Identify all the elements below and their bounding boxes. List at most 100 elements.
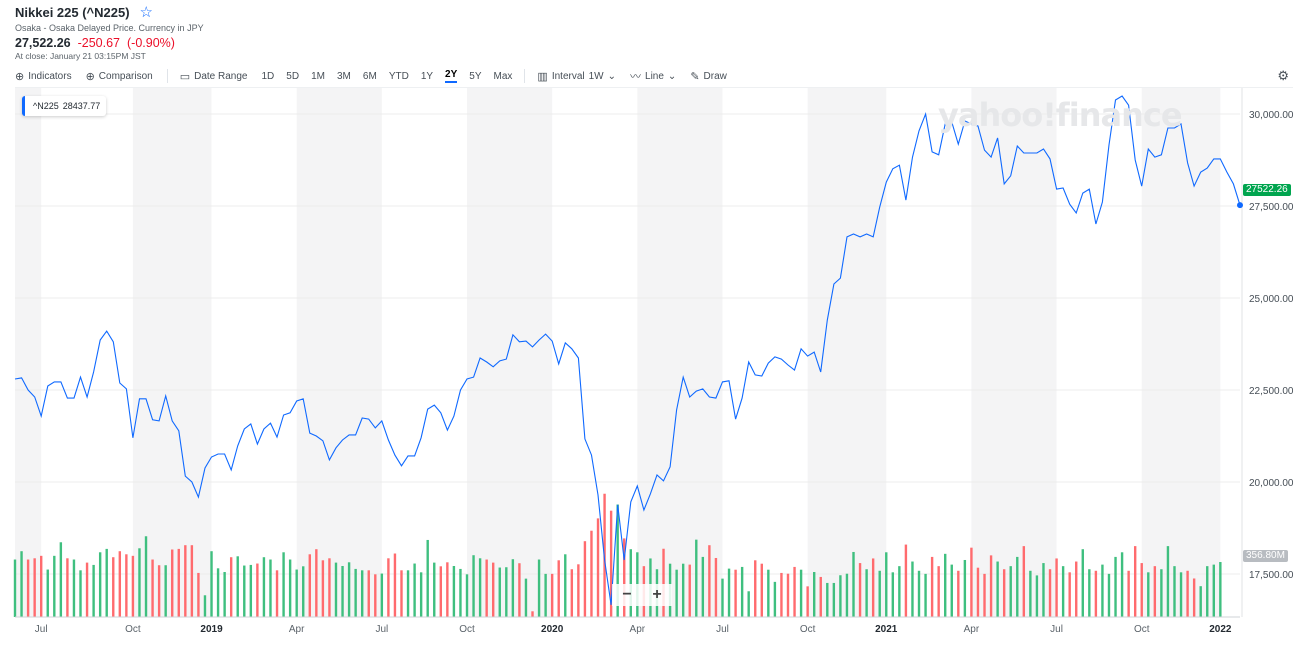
range-3m[interactable]: 3M <box>337 70 351 82</box>
volume-bar <box>577 564 580 617</box>
volume-bar <box>675 569 678 617</box>
volume-bar <box>426 539 429 617</box>
volume-bar <box>773 581 777 617</box>
volume-bar <box>839 575 842 617</box>
volume-bar <box>203 595 207 617</box>
volume-bar <box>911 561 914 617</box>
volume-bar <box>1075 561 1078 617</box>
date-range-button[interactable]: ▭ Date Range <box>180 70 248 83</box>
volume-bar <box>1120 552 1124 617</box>
volume-bar <box>544 573 547 617</box>
volume-bar <box>72 559 76 617</box>
volume-bar <box>970 547 973 617</box>
range-max[interactable]: Max <box>493 70 513 82</box>
x-tick-label: Apr <box>630 624 646 635</box>
draw-button[interactable]: ✎ Draw <box>690 70 727 83</box>
volume-bar <box>393 553 397 617</box>
volume-bar <box>492 562 495 617</box>
chevron-down-icon: ⌄ <box>667 70 677 82</box>
y-tick-label: 30,000.00 <box>1249 110 1294 121</box>
range-ytd[interactable]: YTD <box>388 70 409 82</box>
volume-bar <box>1022 546 1026 617</box>
volume-bar <box>826 582 829 617</box>
volume-bar <box>98 552 102 617</box>
volume-bar <box>740 566 744 617</box>
settings-gear-icon[interactable]: ⚙ <box>1277 68 1289 83</box>
quote-header: Nikkei 225 (^N225) ☆ Osaka - Osaka Delaye… <box>15 3 204 61</box>
volume-bar <box>1179 572 1183 617</box>
volume-bar <box>1094 570 1098 617</box>
comparison-button[interactable]: ⊕ Comparison <box>86 70 153 83</box>
volume-bar <box>819 576 822 617</box>
volume-bar <box>1173 566 1176 617</box>
indicators-button[interactable]: ⊕ Indicators <box>15 70 72 83</box>
x-tick-label: Oct <box>125 624 141 635</box>
volume-bar <box>505 567 508 617</box>
volume-bar <box>33 558 36 617</box>
volume-bar <box>812 572 816 617</box>
interval-dropdown[interactable]: ▥ Interval 1W ⌄ <box>537 70 616 83</box>
volume-bar <box>511 559 515 617</box>
volume-bar <box>465 574 469 617</box>
volume-bar <box>1068 572 1071 617</box>
volume-bar <box>590 530 593 617</box>
last-price-badge: 27522.26 <box>1243 184 1291 196</box>
volume-bar <box>1133 546 1137 617</box>
period-band <box>971 88 1057 617</box>
volume-bar <box>20 551 23 617</box>
volume-bar <box>13 559 17 617</box>
volume-bar <box>40 555 43 617</box>
volume-bar <box>871 558 875 617</box>
volume-bar <box>1016 556 1019 617</box>
volume-bar <box>66 558 69 617</box>
watchlist-star-icon[interactable]: ☆ <box>139 4 153 21</box>
volume-bar <box>688 564 691 617</box>
period-band <box>467 88 553 617</box>
volume-bar <box>695 539 698 617</box>
y-tick-label: 20,000.00 <box>1249 478 1294 489</box>
x-tick-label: Oct <box>1134 624 1150 635</box>
chart-type-dropdown[interactable]: 〰 Line ⌄ <box>630 68 676 84</box>
x-tick-label: 2022 <box>1209 624 1232 635</box>
volume-bar <box>1147 572 1150 617</box>
volume-bar <box>924 573 927 617</box>
volume-bar <box>1199 586 1202 617</box>
volume-bar <box>793 566 796 617</box>
volume-bar <box>26 559 30 617</box>
x-tick-label: 2020 <box>541 624 564 635</box>
volume-bar <box>112 557 115 617</box>
volume-bar <box>609 510 613 617</box>
volume-bar <box>295 569 298 617</box>
volume-bar <box>570 569 574 617</box>
volume-bar <box>904 544 908 617</box>
volume-bar <box>446 562 449 617</box>
volume-bar <box>760 563 763 617</box>
volume-bar <box>157 565 161 617</box>
range-5y[interactable]: 5Y <box>469 70 482 82</box>
range-1d[interactable]: 1D <box>261 70 275 82</box>
zoom-out-button[interactable]: − <box>622 586 632 603</box>
volume-bar <box>223 572 226 617</box>
y-tick-label: 27,500.00 <box>1249 202 1294 213</box>
range-5d[interactable]: 5D <box>286 70 300 82</box>
range-6m[interactable]: 6M <box>362 70 377 82</box>
range-1y[interactable]: 1Y <box>420 70 434 82</box>
volume-bar <box>1107 573 1111 617</box>
chart-toolbar: ⊕ Indicators ⊕ Comparison ▭ Date Range 1D 5… <box>15 68 1293 84</box>
zoom-in-button[interactable]: + <box>652 586 662 603</box>
volume-bar <box>400 570 403 617</box>
legend-symbol: ^N225 <box>33 101 59 111</box>
range-1m[interactable]: 1M <box>311 70 325 82</box>
y-tick-label: 17,500.00 <box>1249 570 1294 581</box>
volume-bar <box>1166 546 1170 617</box>
volume-bar <box>1061 566 1065 617</box>
volume-bar <box>1219 562 1222 617</box>
x-tick-label: Apr <box>289 624 305 635</box>
exchange-info: Osaka - Osaka Delayed Price. Currency in… <box>15 23 204 33</box>
range-2y[interactable]: 2Y <box>445 69 458 83</box>
volume-bar <box>413 563 416 617</box>
volume-bar <box>452 565 456 617</box>
volume-bar <box>171 549 174 617</box>
x-tick-label: Jul <box>716 624 729 635</box>
